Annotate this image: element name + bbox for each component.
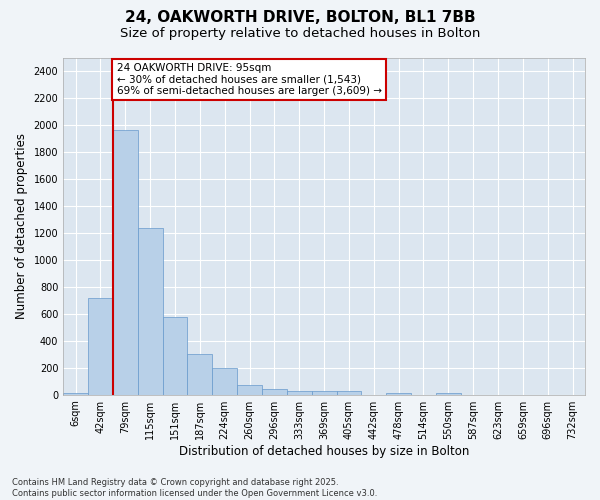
Bar — [311, 392, 337, 394]
Bar — [88, 298, 113, 394]
X-axis label: Distribution of detached houses by size in Bolton: Distribution of detached houses by size … — [179, 444, 469, 458]
Bar — [187, 354, 212, 395]
Bar — [63, 392, 88, 394]
Bar — [138, 228, 163, 394]
Bar — [113, 130, 138, 394]
Bar — [337, 390, 361, 394]
Y-axis label: Number of detached properties: Number of detached properties — [15, 133, 28, 319]
Text: 24, OAKWORTH DRIVE, BOLTON, BL1 7BB: 24, OAKWORTH DRIVE, BOLTON, BL1 7BB — [125, 10, 475, 25]
Bar — [237, 384, 262, 394]
Text: 24 OAKWORTH DRIVE: 95sqm
← 30% of detached houses are smaller (1,543)
69% of sem: 24 OAKWORTH DRIVE: 95sqm ← 30% of detach… — [116, 63, 382, 96]
Bar — [163, 317, 187, 394]
Bar — [287, 390, 311, 394]
Bar — [262, 388, 287, 394]
Text: Size of property relative to detached houses in Bolton: Size of property relative to detached ho… — [120, 28, 480, 40]
Text: Contains HM Land Registry data © Crown copyright and database right 2025.
Contai: Contains HM Land Registry data © Crown c… — [12, 478, 377, 498]
Bar — [212, 368, 237, 394]
Bar — [386, 392, 411, 394]
